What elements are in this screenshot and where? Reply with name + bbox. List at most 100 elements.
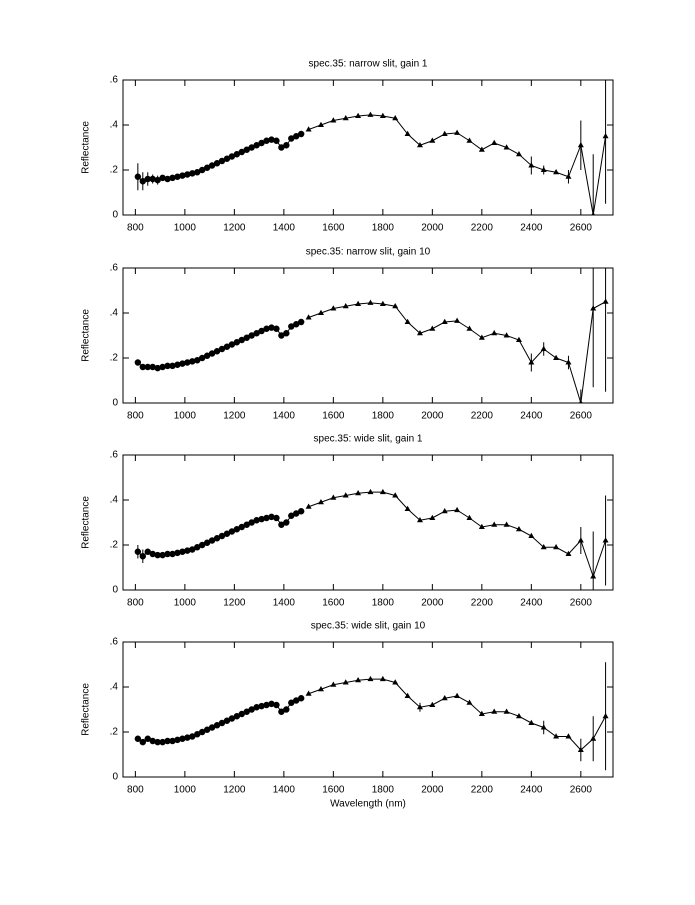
point (278, 332, 285, 339)
point (208, 350, 216, 357)
point (297, 508, 305, 515)
point (134, 735, 142, 742)
x-tick-label: 1200 (223, 411, 246, 422)
point (466, 325, 473, 331)
x-tick-label: 2600 (570, 223, 593, 234)
x-tick-label: 2000 (421, 785, 444, 796)
x-tick-label: 2200 (471, 411, 494, 422)
point (503, 144, 510, 150)
point (392, 303, 399, 309)
point (288, 323, 295, 330)
point (491, 521, 498, 527)
point (565, 550, 572, 556)
point (268, 700, 275, 708)
point (602, 298, 609, 304)
point (144, 735, 151, 742)
point (404, 692, 411, 698)
point (540, 544, 547, 550)
x-tick-label: 2600 (570, 411, 593, 422)
plot-frame (122, 454, 614, 591)
point (590, 735, 597, 741)
point (248, 519, 255, 526)
point (273, 325, 280, 332)
y-axis-label: Reflectance (81, 496, 92, 549)
point (253, 704, 260, 711)
point (233, 713, 241, 720)
point (540, 166, 547, 172)
point (213, 535, 221, 542)
x-axis-label: Wavelength (nm) (330, 799, 406, 810)
point (164, 362, 171, 370)
x-tick-label: 800 (127, 598, 144, 609)
point (189, 546, 196, 553)
point (503, 708, 510, 714)
x-tick-label: 2600 (570, 598, 593, 609)
point (283, 519, 290, 526)
y-tick-label: .4 (110, 682, 119, 693)
point (213, 348, 221, 355)
x-tick-label: 1600 (322, 411, 345, 422)
point (268, 513, 275, 521)
point (223, 155, 231, 162)
x-tick-label: 1200 (223, 785, 246, 796)
point (159, 551, 166, 559)
point (416, 517, 423, 523)
point (330, 494, 337, 500)
y-tick-label: .2 (110, 165, 119, 176)
y-tick-label: .2 (110, 727, 119, 738)
point (404, 505, 411, 511)
point (379, 300, 386, 306)
point (491, 708, 498, 714)
point (243, 708, 250, 715)
point (243, 521, 250, 528)
x-tick-label: 1000 (174, 411, 197, 422)
point (429, 325, 436, 331)
point (253, 517, 260, 524)
point (149, 363, 156, 371)
x-tick-label: 2400 (520, 223, 543, 234)
point (553, 733, 560, 739)
point (198, 354, 206, 362)
point (258, 515, 265, 523)
point (342, 679, 349, 685)
x-tick-label: 800 (127, 411, 144, 422)
point (342, 115, 349, 121)
point (283, 330, 290, 337)
point (164, 550, 171, 558)
point (223, 717, 231, 724)
y-tick-label: .6 (110, 450, 119, 461)
data-area (134, 488, 609, 590)
point (317, 499, 324, 505)
point (503, 332, 510, 338)
point (169, 362, 176, 370)
point (258, 139, 265, 147)
point (392, 115, 399, 121)
point (189, 733, 196, 740)
point (228, 715, 236, 722)
point (179, 360, 186, 367)
point (134, 173, 142, 180)
point (379, 488, 386, 495)
point (441, 130, 448, 136)
x-tick-label: 2600 (570, 785, 593, 796)
point (258, 702, 265, 710)
point (149, 175, 156, 183)
point (367, 675, 374, 682)
x-tick-label: 1400 (273, 598, 296, 609)
x-tick-label: 2000 (421, 223, 444, 234)
plot-frame (122, 267, 614, 404)
x-tick-label: 1600 (322, 223, 345, 234)
point (297, 318, 305, 326)
point (297, 695, 305, 702)
plot-frame (122, 79, 614, 216)
x-tick-label: 1400 (273, 223, 296, 234)
point (342, 492, 349, 498)
point (169, 550, 176, 558)
x-tick-label: 1800 (372, 598, 395, 609)
x-tick-label: 2400 (520, 598, 543, 609)
series-line (308, 491, 607, 579)
point (342, 303, 349, 309)
point (515, 151, 522, 157)
x-tick-label: 1400 (273, 411, 296, 422)
point (139, 553, 146, 560)
